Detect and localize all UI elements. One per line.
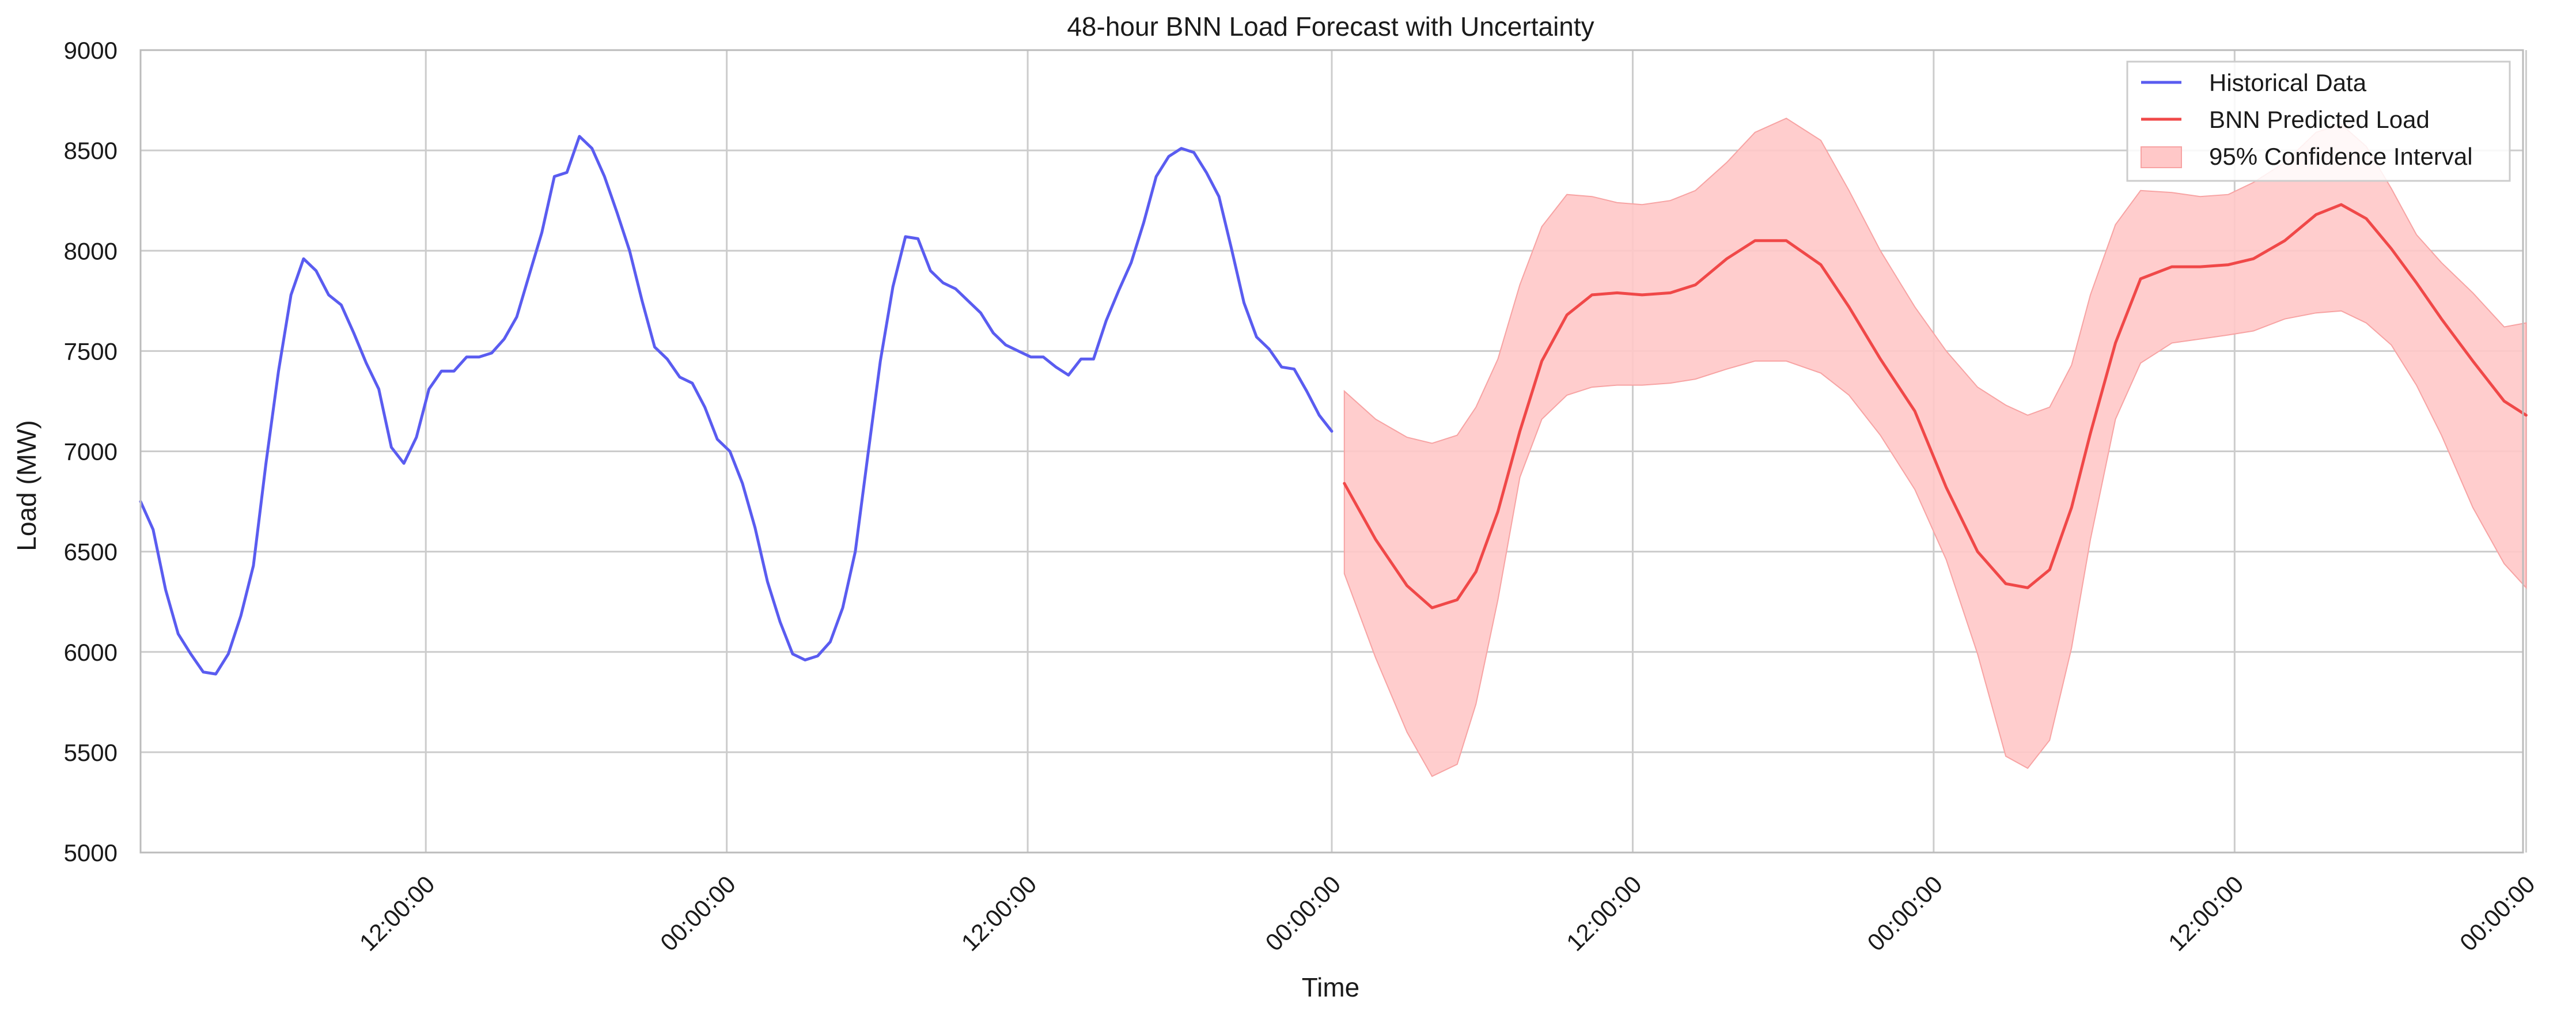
plot-area-border bbox=[139, 49, 2524, 854]
legend-predicted-label: BNN Predicted Load bbox=[2209, 106, 2430, 133]
x-axis-label: Time bbox=[1302, 972, 1360, 1002]
plot-frame bbox=[139, 49, 2524, 854]
y-axis-label: Load (MW) bbox=[12, 420, 41, 551]
x-tick-label: 12:00:00 bbox=[956, 870, 1042, 956]
x-tick-label: 00:00:00 bbox=[2454, 870, 2540, 956]
x-tick-label: 12:00:00 bbox=[354, 870, 440, 956]
y-tick-label: 7500 bbox=[64, 338, 118, 365]
historical-data-line bbox=[139, 135, 1334, 676]
confidence-interval-area bbox=[1343, 118, 2527, 778]
x-tick-label: 12:00:00 bbox=[1561, 870, 1647, 956]
legend: Historical Data BNN Predicted Load 95% C… bbox=[2126, 60, 2511, 182]
x-tick-label: 00:00:00 bbox=[1862, 870, 1948, 956]
y-tick-label: 9000 bbox=[64, 37, 118, 64]
confidence-interval-band bbox=[1343, 118, 2527, 778]
chart-title: 48-hour BNN Load Forecast with Uncertain… bbox=[1067, 12, 1594, 41]
x-axis-ticks: 12:00:00 00:00:00 12:00:00 00:00:00 12:00:00… bbox=[354, 870, 2540, 956]
legend-box bbox=[2126, 60, 2511, 182]
series-lines bbox=[139, 135, 2528, 676]
y-tick-label: 6500 bbox=[64, 539, 118, 566]
y-tick-label: 8000 bbox=[64, 237, 118, 264]
y-tick-label: 5500 bbox=[64, 739, 118, 766]
x-tick-label: 00:00:00 bbox=[655, 870, 741, 956]
legend-interval-label: 95% Confidence Interval bbox=[2209, 143, 2473, 170]
legend-historical-label: Historical Data bbox=[2209, 69, 2367, 96]
y-tick-label: 6000 bbox=[64, 639, 118, 666]
y-tick-label: 7000 bbox=[64, 438, 118, 465]
grid-lines bbox=[141, 49, 2527, 854]
x-tick-label: 00:00:00 bbox=[1260, 870, 1346, 956]
y-tick-label: 5000 bbox=[64, 839, 118, 866]
x-tick-label: 12:00:00 bbox=[2163, 870, 2249, 956]
y-axis-ticks: 5000 5500 6000 6500 7000 7500 8000 8500 9000 bbox=[64, 37, 118, 866]
y-tick-label: 8500 bbox=[64, 137, 118, 164]
bnn-predicted-load-line bbox=[1343, 203, 2528, 609]
legend-interval-swatch bbox=[2141, 146, 2182, 168]
